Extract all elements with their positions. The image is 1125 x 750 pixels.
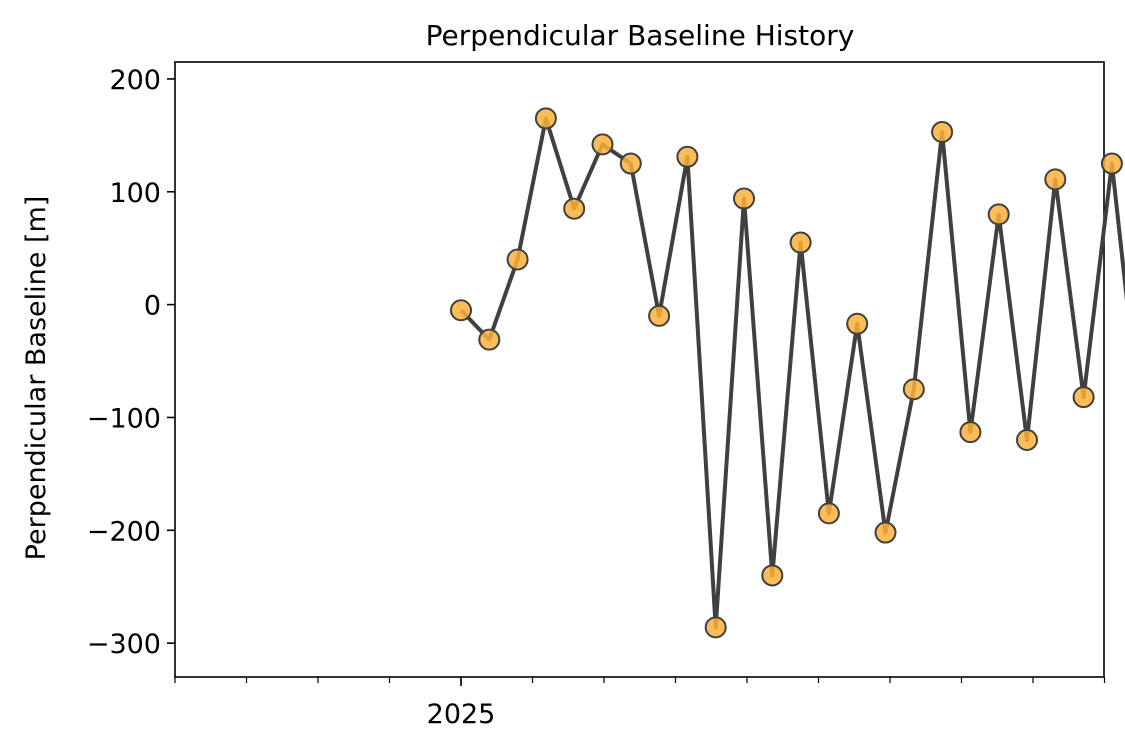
data-point [789,231,812,254]
data-point [450,299,472,322]
data-point [874,521,897,544]
data-point [1100,152,1123,175]
data-point [619,152,642,175]
data-point [478,328,501,351]
data-point [959,421,982,444]
data-point [733,187,755,210]
data-point [931,120,954,143]
data-point [1044,168,1067,191]
data-point [846,312,869,335]
data-point [761,564,784,587]
plot-area: −300 −200 −100 0 100 200 2025 [87,61,1125,730]
axes-frame [174,61,1105,678]
y-tick-label: 0 [144,291,161,322]
data-point [817,502,840,525]
x-tick-label: 2025 [427,699,496,730]
data-point [648,304,671,327]
chart-title: Perpendicular Baseline History [426,19,855,52]
y-tick-label: −100 [87,403,161,434]
data-point [902,378,925,401]
data-point [987,203,1010,226]
data-point [506,248,529,271]
data-point [676,145,699,168]
data-point [591,133,614,156]
data-point [704,616,727,639]
y-tick-label: −300 [87,629,161,660]
y-tick-label: 100 [109,178,161,209]
data-point [1072,386,1095,409]
data-point [534,107,557,130]
y-axis-label: Perpendicular Baseline [m] [21,196,52,561]
data-point [563,197,586,220]
data-point [1016,429,1038,452]
y-tick-label: −200 [87,516,161,547]
y-tick-label: 200 [109,65,161,96]
